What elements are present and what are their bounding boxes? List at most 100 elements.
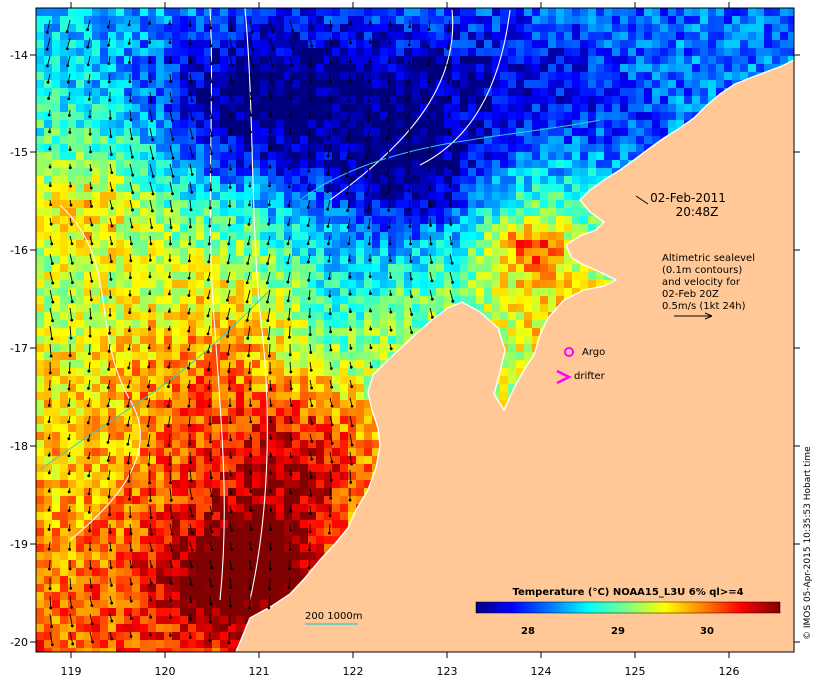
sst-cell [252, 232, 261, 241]
sst-cell [100, 144, 109, 153]
sst-cell [76, 176, 85, 185]
sst-cell [332, 360, 341, 369]
sst-cell [268, 192, 277, 201]
sst-cell [268, 168, 277, 177]
sst-cell [60, 32, 69, 41]
sst-cell [660, 96, 669, 105]
sst-cell [148, 344, 157, 353]
sst-cell [228, 376, 237, 385]
sst-cell [116, 304, 125, 313]
sst-cell [396, 16, 405, 25]
sst-cell [700, 88, 709, 97]
sst-cell [188, 16, 197, 25]
sst-cell [708, 40, 717, 49]
sst-cell [540, 80, 549, 89]
sst-cell [116, 352, 125, 361]
sst-cell [468, 184, 477, 193]
sst-cell [380, 16, 389, 25]
sst-cell [572, 72, 581, 81]
sst-cell [588, 8, 597, 17]
sst-cell [372, 288, 381, 297]
sst-cell [436, 32, 445, 41]
sst-cell [308, 152, 317, 161]
sst-cell [508, 320, 517, 329]
sst-cell [308, 112, 317, 121]
sst-cell [76, 104, 85, 113]
sst-cell [484, 184, 493, 193]
sst-cell [604, 128, 613, 137]
sst-cell [156, 96, 165, 105]
sst-cell [308, 320, 317, 329]
sst-cell [108, 256, 117, 265]
sst-cell [156, 8, 165, 17]
sst-cell [108, 424, 117, 433]
sst-cell [516, 216, 525, 225]
sst-cell [628, 80, 637, 89]
sst-cell [556, 56, 565, 65]
sst-cell [716, 40, 725, 49]
sst-cell [124, 200, 133, 209]
sst-cell [260, 128, 269, 137]
sst-cell [660, 40, 669, 49]
sst-cell [92, 304, 101, 313]
sst-cell [212, 120, 221, 129]
sst-cell [484, 208, 493, 217]
sst-cell [44, 32, 53, 41]
sst-cell [84, 224, 93, 233]
sst-cell [660, 104, 669, 113]
sst-cell [332, 24, 341, 33]
sst-cell [188, 304, 197, 313]
sst-cell [220, 168, 229, 177]
sst-cell [644, 128, 653, 137]
sst-cell [300, 112, 309, 121]
sst-cell [500, 144, 509, 153]
sst-cell [52, 408, 61, 417]
sst-cell [596, 272, 605, 281]
sst-cell [76, 400, 85, 409]
sst-cell [364, 304, 373, 313]
sst-cell [436, 200, 445, 209]
sst-cell [364, 80, 373, 89]
sst-cell [148, 56, 157, 65]
sst-cell [284, 344, 293, 353]
sst-cell [236, 360, 245, 369]
sst-cell [356, 336, 365, 345]
sst-cell [188, 408, 197, 417]
sst-cell [588, 64, 597, 73]
sst-cell [36, 328, 45, 337]
sst-cell [388, 224, 397, 233]
sst-cell [420, 320, 429, 329]
sst-cell [356, 360, 365, 369]
sst-cell [380, 256, 389, 265]
sst-cell [324, 320, 333, 329]
sst-cell [260, 408, 269, 417]
sst-cell [300, 32, 309, 41]
sst-cell [300, 264, 309, 273]
sst-cell [636, 24, 645, 33]
sst-cell [212, 368, 221, 377]
sst-cell [124, 408, 133, 417]
sst-cell [172, 72, 181, 81]
sst-cell [580, 216, 589, 225]
sst-cell [588, 224, 597, 233]
sst-cell [548, 24, 557, 33]
sst-cell [788, 16, 794, 25]
sst-cell [644, 120, 653, 129]
sst-cell [100, 352, 109, 361]
sst-cell [156, 112, 165, 121]
sst-cell [676, 8, 685, 17]
sst-cell [532, 304, 541, 313]
sst-cell [500, 392, 509, 401]
sst-cell [212, 48, 221, 57]
sst-cell [284, 416, 293, 425]
sst-cell [268, 288, 277, 297]
sst-cell [44, 224, 53, 233]
sst-cell [180, 80, 189, 89]
sst-cell [444, 184, 453, 193]
sst-cell [268, 360, 277, 369]
sst-cell [516, 208, 525, 217]
sst-cell [220, 256, 229, 265]
sst-cell [188, 296, 197, 305]
sst-cell [300, 280, 309, 289]
sst-cell [260, 296, 269, 305]
